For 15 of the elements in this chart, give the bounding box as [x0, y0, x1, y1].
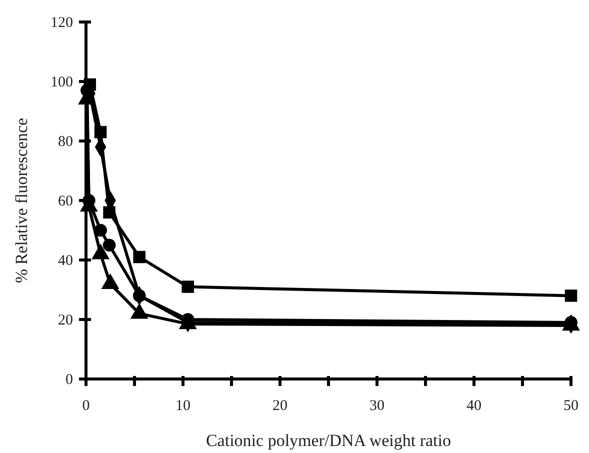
x-tick-label: 30: [370, 398, 384, 414]
y-tick-label: 20: [58, 312, 73, 328]
y-tick-label: 120: [50, 14, 73, 31]
y-tick-label: 60: [58, 193, 73, 210]
x-axis-title: Cationic polymer/DNA weight ratio: [206, 431, 452, 450]
x-tick-label: 0: [82, 398, 90, 414]
x-tick-label: 20: [272, 398, 288, 414]
x-tick-label: 40: [466, 398, 482, 414]
y-tick-label: 100: [50, 74, 73, 90]
x-tick-label: 50: [564, 398, 578, 414]
y-tick-label: 0: [66, 372, 73, 388]
x-tick-label: 10: [176, 398, 190, 414]
y-tick-label: 80: [58, 134, 73, 150]
y-axis-title: % Relative fluorescence: [12, 118, 31, 284]
y-tick-label: 40: [58, 252, 73, 269]
